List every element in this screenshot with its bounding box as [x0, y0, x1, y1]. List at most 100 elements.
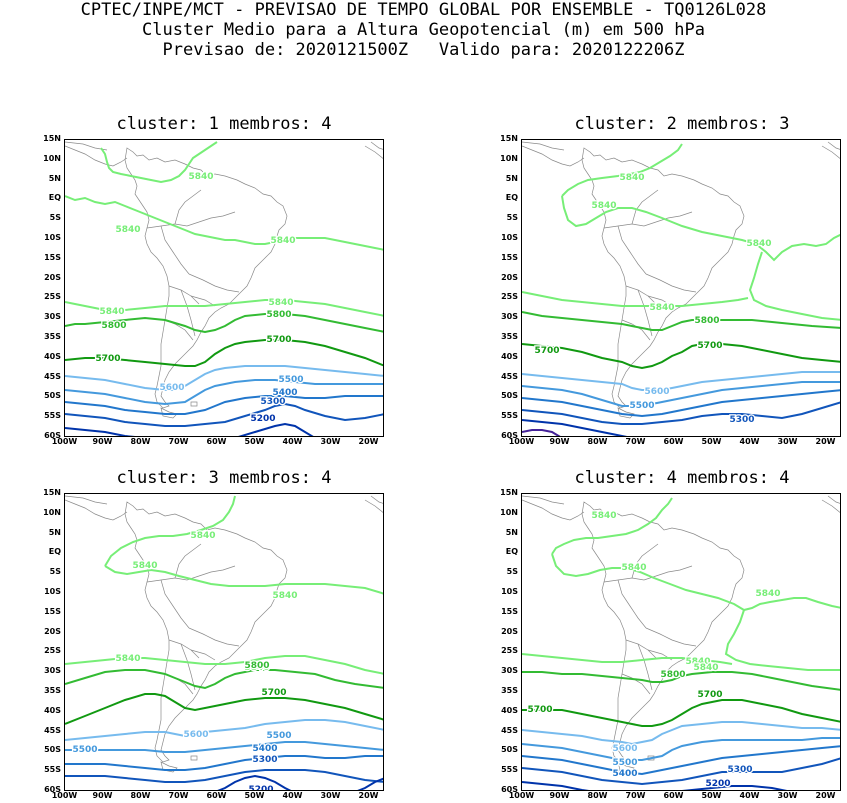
map-panel-cluster-4: 5840 5840 5840 5840 5840 5800 5700 5700 5600 5500… — [521, 493, 841, 791]
lon-tick-label: 90W — [92, 437, 113, 446]
contour-5200 — [238, 422, 314, 436]
contour-label-5840: 5840 — [591, 511, 616, 521]
lon-tick-label: 20W — [815, 791, 836, 800]
lon-tick-label: 50W — [701, 791, 722, 800]
lat-tick-label: 5N — [48, 173, 61, 183]
lat-tick-label: 25S — [501, 292, 518, 302]
lon-tick-label: 80W — [130, 437, 151, 446]
lat-tick-label: 15S — [501, 606, 518, 616]
lat-tick-label: 15S — [44, 252, 61, 262]
coastline-path — [190, 295, 216, 307]
contour-label-5700: 5700 — [261, 688, 286, 698]
coastline-path — [190, 649, 216, 661]
title-members-prefix: membros: — [687, 468, 770, 488]
lon-tick-label: 20W — [358, 437, 379, 446]
contour-5400 — [522, 745, 840, 776]
contour-5400 — [65, 395, 383, 415]
coastline-path — [647, 295, 673, 307]
lon-tick-label: 60W — [663, 791, 684, 800]
contour-5840 — [65, 655, 383, 675]
contour-5500 — [522, 737, 840, 761]
contour-lines — [522, 497, 840, 790]
lon-tick-label: 60W — [206, 437, 227, 446]
contour-label-5300: 5300 — [727, 765, 752, 775]
contour-label-5500: 5500 — [278, 375, 303, 385]
contour-label-5400: 5400 — [272, 388, 297, 398]
contour-label-5700: 5700 — [266, 335, 291, 345]
title-members-count: 3 — [779, 114, 790, 134]
lat-tick-label: 35S — [501, 686, 518, 695]
coastline-path — [522, 145, 585, 167]
lat-tick-label: 15S — [501, 252, 518, 262]
contour-label-5600: 5600 — [183, 730, 208, 740]
contour-label-5840: 5840 — [272, 591, 297, 601]
contour-label-5840: 5840 — [132, 561, 157, 571]
contour-5300 — [65, 769, 383, 783]
contour-5500 — [65, 741, 383, 753]
contour-5100 — [522, 429, 561, 436]
lon-tick-label: 40W — [739, 791, 760, 800]
coastline-path — [617, 579, 647, 629]
title-cluster-number: 1 — [208, 114, 219, 134]
coastline-path — [637, 289, 653, 337]
contour-5600 — [522, 371, 840, 391]
coastline-path — [190, 401, 198, 407]
coastline-path — [631, 189, 659, 225]
lat-tick-label: 20S — [501, 272, 518, 282]
contour-5600 — [522, 721, 840, 746]
contour-label-5200: 5200 — [248, 785, 273, 790]
lat-tick-label: 5N — [505, 173, 518, 183]
contour-label-5700: 5700 — [697, 341, 722, 351]
contour-5400 — [522, 389, 840, 418]
title-cluster-number: 4 — [666, 468, 677, 488]
title-cluster-number: 2 — [666, 114, 677, 134]
lon-tick-label: 30W — [320, 437, 341, 446]
lon-tick-label: 70W — [625, 791, 646, 800]
contour-labels: 5840 5840 5840 5840 5840 5800 5800 5700 5700 5600… — [94, 171, 305, 426]
lat-tick-label: 45S — [501, 371, 518, 381]
coastline-path — [522, 499, 585, 521]
coastline-path — [364, 499, 383, 513]
contour-5840 — [551, 497, 673, 555]
lon-tick-label: 80W — [130, 791, 151, 800]
coastline-path — [581, 147, 745, 409]
contour-5800 — [522, 311, 840, 331]
header-line-2: Cluster Medio para a Altura Geopotencial… — [142, 20, 705, 40]
lon-tick-label: 20W — [358, 791, 379, 800]
map-panel-cluster-1: 5840 5840 5840 5840 5840 5800 5800 5700 5700 5600… — [64, 139, 384, 437]
contour-5840 — [65, 299, 383, 317]
lat-tick-label: EQ — [505, 547, 518, 557]
contour-label-5500: 5500 — [266, 731, 291, 741]
panel-title-4: cluster: 4 membros: 4 — [517, 468, 847, 488]
contour-label-5840: 5840 — [99, 307, 124, 317]
lat-tick-label: 10N — [43, 153, 61, 163]
lat-tick-label: 55S — [501, 411, 518, 421]
lat-tick-label: 55S — [44, 411, 61, 421]
coastline-path — [180, 643, 196, 691]
contour-5400 — [65, 755, 383, 771]
lat-tick-label: 40S — [44, 705, 61, 715]
contour-5840 — [561, 143, 683, 197]
coastline-path — [124, 147, 288, 409]
lat-tick-label: 15N — [43, 134, 61, 143]
contour-label-5840: 5840 — [188, 172, 213, 182]
title-members-prefix: membros: — [229, 114, 312, 134]
contour-label-5840: 5840 — [621, 563, 646, 573]
contour-5200 — [357, 777, 383, 790]
contour-5840 — [104, 495, 236, 567]
panel-title-1: cluster: 1 membros: 4 — [59, 114, 389, 134]
contour-label-5500: 5500 — [72, 745, 97, 755]
contour-5700 — [522, 343, 840, 370]
contour-5840 — [561, 195, 840, 262]
coastline-path — [65, 145, 128, 167]
lon-tick-label: 40W — [282, 791, 303, 800]
contour-label-5800: 5800 — [244, 661, 269, 671]
lat-tick-label: 60S — [501, 431, 518, 440]
lat-tick-label: 35S — [44, 686, 61, 695]
map-canvas: 5840584058405840584058005700570056005500… — [522, 495, 840, 790]
coastline-path — [65, 495, 108, 505]
coastline-path — [631, 543, 659, 579]
lon-tick-label: 30W — [320, 791, 341, 800]
coastline-path — [522, 495, 565, 505]
lat-tick-label: 10S — [44, 233, 61, 242]
